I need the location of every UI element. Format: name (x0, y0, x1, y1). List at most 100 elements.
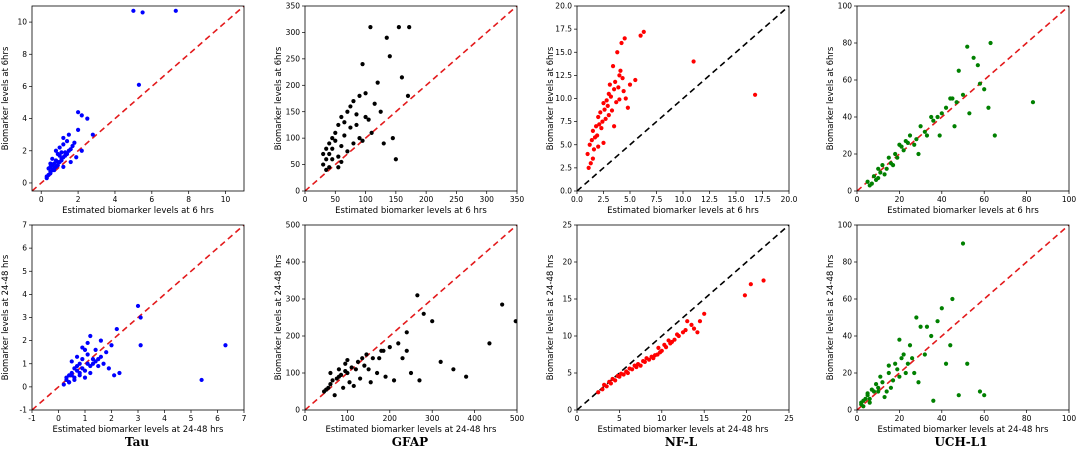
panel-tau-24-48hrs-point (98, 354, 103, 359)
panel-tau-6hrs-ytick-label: 0 (22, 179, 27, 188)
panel-nfl-24-48hrs-point (695, 330, 700, 335)
panel-gfap-6hrs-point (366, 117, 371, 122)
panel-nfl-24-48hrs-point (761, 278, 766, 283)
panel-tau-24-48hrs-point (90, 357, 96, 362)
panel-uchl1-24-48hrs-ylabel: Biomarker levels at 24-48 hrs (826, 254, 836, 380)
panel-gfap-6hrs-point (330, 157, 335, 162)
panel-nfl-6hrs-point (585, 151, 590, 157)
panel-uchl1-24-48hrs-point (878, 374, 883, 379)
panel-uchl1-6hrs-xtick-label: 80 (1022, 195, 1032, 204)
panel-nfl-24-48hrs-xtick-label: 10 (657, 414, 667, 423)
panel-tau-24-48hrs-ytick-label: 4 (22, 290, 27, 299)
panel-uchl1-6hrs: 0 20 40 60 80 100 0 20 40 60 80 100 Estimated biomar… (826, 2, 1076, 216)
panel-nfl-6hrs-xtick-label: 5.0 (624, 195, 636, 204)
panel-nfl-6hrs-point (596, 114, 601, 120)
panel-uchl1-24-48hrs-ytick-label: 100 (838, 221, 853, 230)
panel-gfap-6hrs-point (336, 154, 341, 159)
panel-gfap-24-48hrs-xtick-label: 100 (340, 414, 355, 423)
panel-tau-6hrs-point (50, 156, 55, 161)
panel-uchl1-6hrs-point (931, 118, 936, 123)
panel-nfl-6hrs: 0.0 2.5 5.0 7.5 10.0 12.5 15.0 17.5 20.0 0.0 2.5 5.… (546, 2, 798, 216)
panel-gfap-24-48hrs-xtick-label: 500 (510, 414, 525, 423)
panel-tau-6hrs-point (63, 153, 68, 158)
panel-uchl1-24-48hrs-point (965, 361, 970, 366)
panel-gfap-24-48hrs-point (487, 341, 492, 346)
panel-uchl1-24-48hrs-point (916, 380, 921, 385)
panel-nfl-6hrs-point (596, 144, 601, 149)
panel-uchl1-24-48hrs-ytick-label: 20 (842, 369, 852, 378)
panel-uchl1-24-48hrs-point (922, 352, 927, 357)
panel-gfap-24-48hrs-points (321, 293, 517, 398)
panel-gfap-6hrs-point (360, 62, 365, 67)
panel-uchl1-24-48hrs-xlabel: Estimated biomarker levels at 24-48 hrs (878, 425, 1049, 435)
panel-gfap-6hrs-point (363, 114, 368, 120)
panel-tau-24-48hrs-point (85, 361, 90, 366)
panel-nfl-24-48hrs-point (666, 338, 671, 343)
panel-nfl-6hrs-point (598, 110, 603, 115)
panel-gfap-6hrs-point (348, 125, 353, 130)
panel-nfl-6hrs-point (605, 103, 610, 108)
panel-uchl1-24-48hrs-point (890, 378, 896, 383)
panel-gfap-24-48hrs-xtick-label: 200 (383, 414, 398, 423)
panel-gfap-6hrs-point (375, 80, 380, 85)
panel-tau-24-48hrs-identity-line (32, 225, 244, 410)
panel-uchl1-6hrs-point (924, 133, 930, 138)
panel-gfap-6hrs-point (339, 143, 344, 149)
panel-nfl-6hrs-point (590, 156, 596, 161)
panel-gfap-24-48hrs-ytick-label: 100 (286, 369, 301, 378)
panel-gfap-6hrs-point (342, 133, 347, 138)
panel-nfl-24-48hrs-point (697, 319, 703, 324)
panel-nfl-6hrs-point (625, 105, 630, 110)
panel-gfap-24-48hrs-point (351, 383, 356, 389)
panel-nfl-6hrs-point (600, 119, 605, 124)
panel-gfap-24-48hrs-ytick-label: 300 (286, 295, 301, 304)
panel-tau-24-48hrs-point (74, 354, 80, 359)
panel-uchl1-6hrs-point (982, 87, 987, 92)
panel-tau-24-48hrs-ytick-label: -1 (20, 406, 28, 415)
panel-gfap-6hrs-point (348, 104, 353, 109)
panel-tau-24-48hrs-ytick-label: 3 (22, 313, 27, 322)
panel-uchl1-24-48hrs-point (929, 333, 934, 339)
panel-nfl-6hrs-point (633, 77, 638, 83)
panel-uchl1-6hrs-xtick-label: 60 (979, 195, 989, 204)
panel-gfap-24-48hrs-point (430, 319, 435, 324)
panel-nfl-24-48hrs-xtick-label: 0 (575, 414, 580, 423)
panel-uchl1-24-48hrs-point (869, 387, 874, 392)
panel-uchl1-24-48hrs-ytick-label: 60 (842, 295, 852, 304)
panel-uchl1-24-48hrs-point (931, 398, 936, 403)
panel-uchl1-6hrs-ytick-label: 40 (842, 113, 852, 122)
panel-uchl1-6hrs-point (960, 92, 966, 97)
panel-tau-24-48hrs-point (85, 340, 90, 346)
panel-gfap-24-48hrs-ytick-label: 500 (286, 221, 301, 230)
panel-tau-24-48hrs: -1 0 1 2 3 4 5 6 7 -1 0 1 2 3 4 5 6 7 Estimated biomarker … (1, 221, 247, 435)
panel-uchl1-24-48hrs-point (876, 385, 881, 390)
panel-tau-6hrs-point (79, 113, 84, 118)
panel-nfl-6hrs-point (619, 40, 624, 46)
panel-gfap-24-48hrs-point (334, 376, 339, 381)
panel-uchl1-24-48hrs-point (882, 394, 887, 400)
panel-gfap-6hrs-identity-line (305, 6, 517, 191)
panel-gfap-6hrs-point (351, 141, 356, 146)
panel-uchl1-24-48hrs-xtick-label: 0 (855, 414, 860, 423)
panel-tau-6hrs: 0 2 4 6 8 10 0 2 4 6 8 10 Estimated biomarker levels… (1, 5, 245, 216)
column-label-uchl1: UCH-L1 (934, 435, 987, 449)
panel-uchl1-24-48hrs-ytick-label: 80 (842, 258, 852, 267)
panel-gfap-24-48hrs-xtick-label: 0 (303, 414, 308, 423)
panel-uchl1-6hrs-point (988, 40, 993, 46)
panel-uchl1-24-48hrs: 0 20 40 60 80 100 0 20 40 60 80 100 Estimated biomar… (826, 221, 1076, 435)
panel-nfl-6hrs-point (627, 82, 633, 87)
panel-tau-24-48hrs-point (138, 315, 143, 320)
panel-nfl-6hrs-point (638, 33, 643, 38)
panel-tau-24-48hrs-point (61, 382, 66, 387)
panel-gfap-24-48hrs-point (353, 367, 358, 372)
panel-tau-24-48hrs-xtick-label: 2 (109, 414, 114, 423)
panel-nfl-24-48hrs-point (702, 311, 707, 316)
panel-gfap-6hrs-point (384, 35, 389, 40)
panel-nfl-6hrs-point (614, 100, 619, 105)
panel-nfl-6hrs-point (592, 135, 598, 140)
panel-gfap-24-48hrs-point (343, 369, 348, 374)
panel-uchl1-6hrs-xtick-label: 40 (937, 195, 947, 204)
panel-tau-24-48hrs-xtick-label: 6 (215, 414, 220, 423)
panel-gfap-24-48hrs-point (464, 374, 469, 379)
panel-gfap-6hrs-xtick-label: 150 (389, 195, 404, 204)
